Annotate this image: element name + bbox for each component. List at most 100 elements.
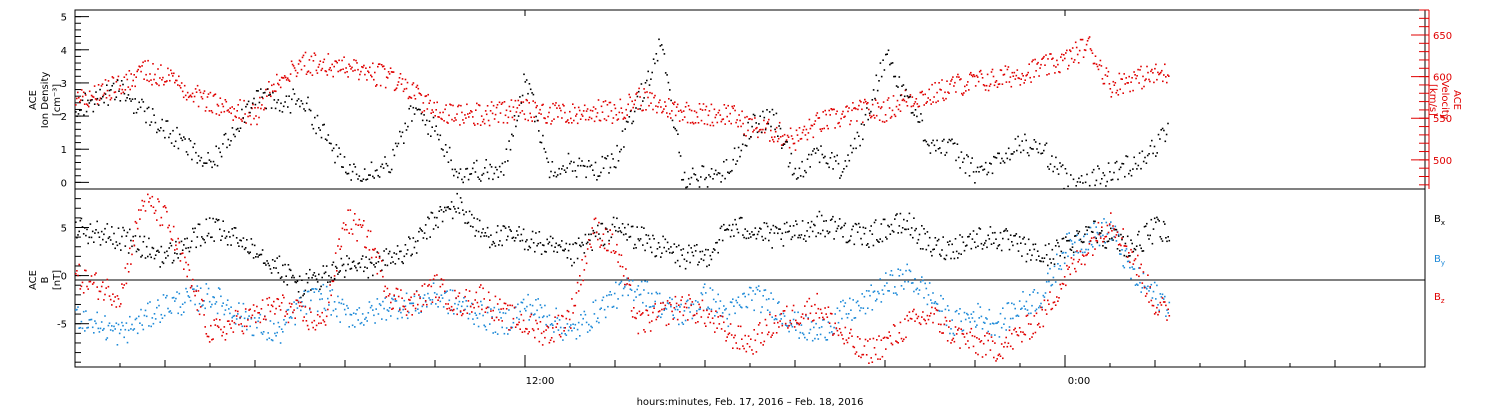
- density-point: [532, 93, 535, 96]
- bx-point: [75, 221, 77, 223]
- velocity-point: [326, 74, 329, 76]
- velocity-point: [728, 120, 730, 122]
- by-point: [750, 287, 752, 289]
- density-point: [700, 176, 702, 178]
- velocity-point: [533, 116, 535, 118]
- bz-point: [413, 293, 416, 295]
- velocity-point: [719, 114, 722, 116]
- by-point: [261, 333, 264, 335]
- bz-point: [430, 285, 433, 288]
- bz-point: [535, 319, 537, 322]
- bz-point: [780, 313, 782, 315]
- bx-point: [625, 233, 627, 235]
- density-point: [139, 106, 142, 109]
- bz-point: [414, 307, 417, 310]
- bx-point: [1103, 240, 1105, 243]
- velocity-point: [1049, 53, 1051, 55]
- velocity-point: [407, 97, 410, 100]
- density-point: [712, 178, 714, 180]
- velocity-point: [503, 101, 506, 103]
- velocity-point: [1168, 75, 1170, 77]
- bx-point: [775, 227, 778, 229]
- bz-point: [907, 319, 910, 322]
- bx-point: [769, 232, 771, 234]
- by-point: [590, 325, 592, 328]
- velocity-point: [843, 116, 845, 118]
- bz-point: [763, 340, 766, 343]
- velocity-point: [1098, 64, 1101, 66]
- density-point: [570, 160, 572, 163]
- by-point: [562, 339, 564, 341]
- velocity-point: [265, 88, 267, 91]
- density-point: [750, 136, 752, 138]
- density-point: [1026, 152, 1029, 154]
- bx-point: [772, 224, 775, 227]
- bx-point: [304, 289, 307, 292]
- bx-point: [1098, 232, 1101, 234]
- by-point: [945, 324, 948, 327]
- velocity-point: [830, 108, 832, 110]
- by-point: [868, 290, 870, 292]
- by-point: [188, 296, 191, 298]
- density-point: [322, 124, 324, 126]
- density-point: [913, 114, 915, 116]
- velocity-point: [296, 72, 299, 74]
- density-point: [995, 157, 998, 159]
- velocity-point: [539, 108, 541, 111]
- by-point: [909, 270, 912, 273]
- density-point: [643, 97, 645, 99]
- density-point: [75, 111, 77, 113]
- density-point: [655, 53, 658, 55]
- velocity-point: [961, 92, 963, 95]
- velocity-point: [568, 122, 570, 124]
- velocity-point: [367, 70, 369, 72]
- velocity-point: [925, 102, 927, 104]
- velocity-point: [110, 97, 113, 99]
- velocity-point: [746, 115, 748, 118]
- by-point: [973, 320, 976, 323]
- by-point: [527, 293, 529, 296]
- bz-point: [914, 320, 916, 322]
- bx-point: [604, 227, 607, 229]
- by-point: [707, 306, 709, 309]
- velocity-point: [615, 114, 618, 116]
- density-point: [187, 153, 189, 156]
- bz-point: [165, 206, 167, 209]
- bz-point: [613, 252, 616, 254]
- velocity-point: [821, 128, 824, 130]
- bz-point: [217, 326, 220, 329]
- density-point: [824, 155, 826, 158]
- density-point: [924, 139, 926, 141]
- bz-point: [357, 224, 359, 226]
- bz-point: [418, 294, 420, 296]
- bx-point: [143, 235, 146, 238]
- density-point: [1040, 152, 1042, 155]
- bz-point: [540, 332, 543, 335]
- by-point: [818, 327, 821, 329]
- velocity-point: [320, 69, 323, 72]
- bz-point: [851, 335, 853, 337]
- velocity-point: [781, 135, 784, 137]
- bz-point: [575, 292, 578, 294]
- bx-point: [480, 235, 482, 238]
- density-point: [224, 132, 227, 135]
- bx-point: [646, 242, 649, 244]
- by-point: [595, 320, 598, 323]
- bx-point: [1158, 220, 1160, 222]
- by-point: [531, 304, 534, 307]
- by-point: [189, 299, 192, 302]
- velocity-point: [418, 92, 421, 94]
- density-point: [681, 179, 683, 181]
- by-point: [286, 309, 289, 311]
- velocity-point: [330, 69, 332, 72]
- by-point: [919, 281, 922, 283]
- bz-point: [772, 332, 775, 334]
- bx-point: [207, 232, 210, 235]
- by-point: [420, 311, 422, 313]
- by-point: [457, 303, 460, 306]
- bx-point: [1078, 230, 1081, 233]
- bz-point: [532, 329, 535, 332]
- velocity-point: [138, 65, 140, 68]
- bz-point: [714, 331, 716, 333]
- velocity-point: [554, 104, 556, 107]
